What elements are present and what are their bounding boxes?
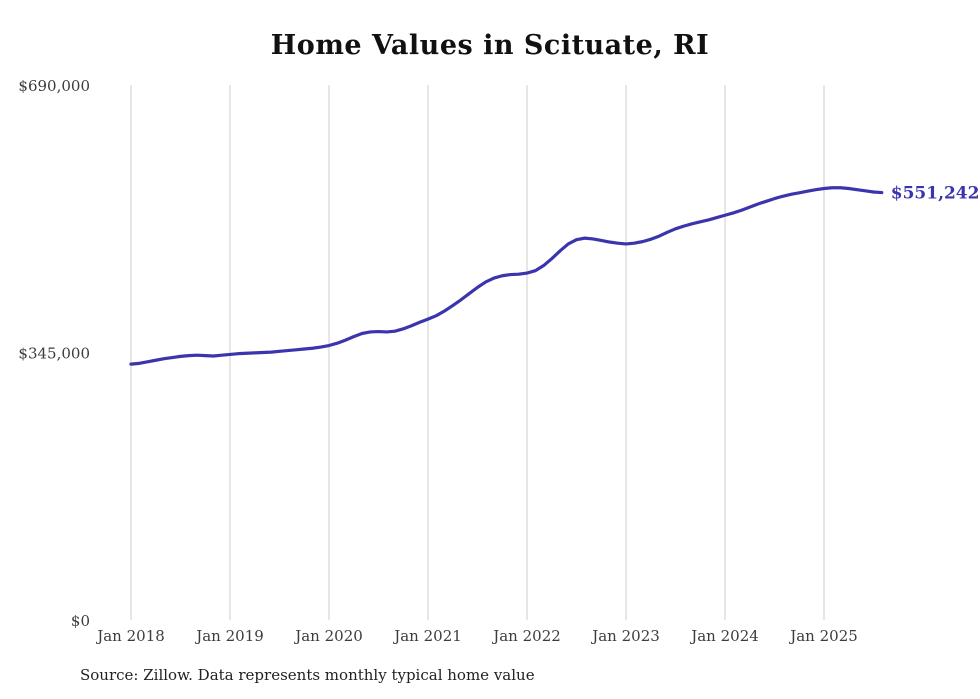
chart-title: Home Values in Scituate, RI [270,30,710,61]
value-line [129,186,884,366]
x-tick-label: Jan 2022 [491,627,561,645]
x-tick-label: Jan 2021 [392,627,462,645]
x-tick-label: Jan 2018 [95,627,165,645]
x-tick-label: Jan 2025 [788,627,858,645]
end-value-label: $551,242 [891,184,980,204]
source-note: Source: Zillow. Data represents monthly … [80,666,535,684]
y-tick-label: $690,000 [18,77,90,95]
y-tick-label: $0 [71,612,90,630]
x-tick-label: Jan 2020 [293,627,363,645]
y-tick-label: $345,000 [18,345,90,363]
x-tick-label: Jan 2024 [689,627,759,645]
x-tick-label: Jan 2019 [194,627,264,645]
x-tick-label: Jan 2023 [590,627,660,645]
